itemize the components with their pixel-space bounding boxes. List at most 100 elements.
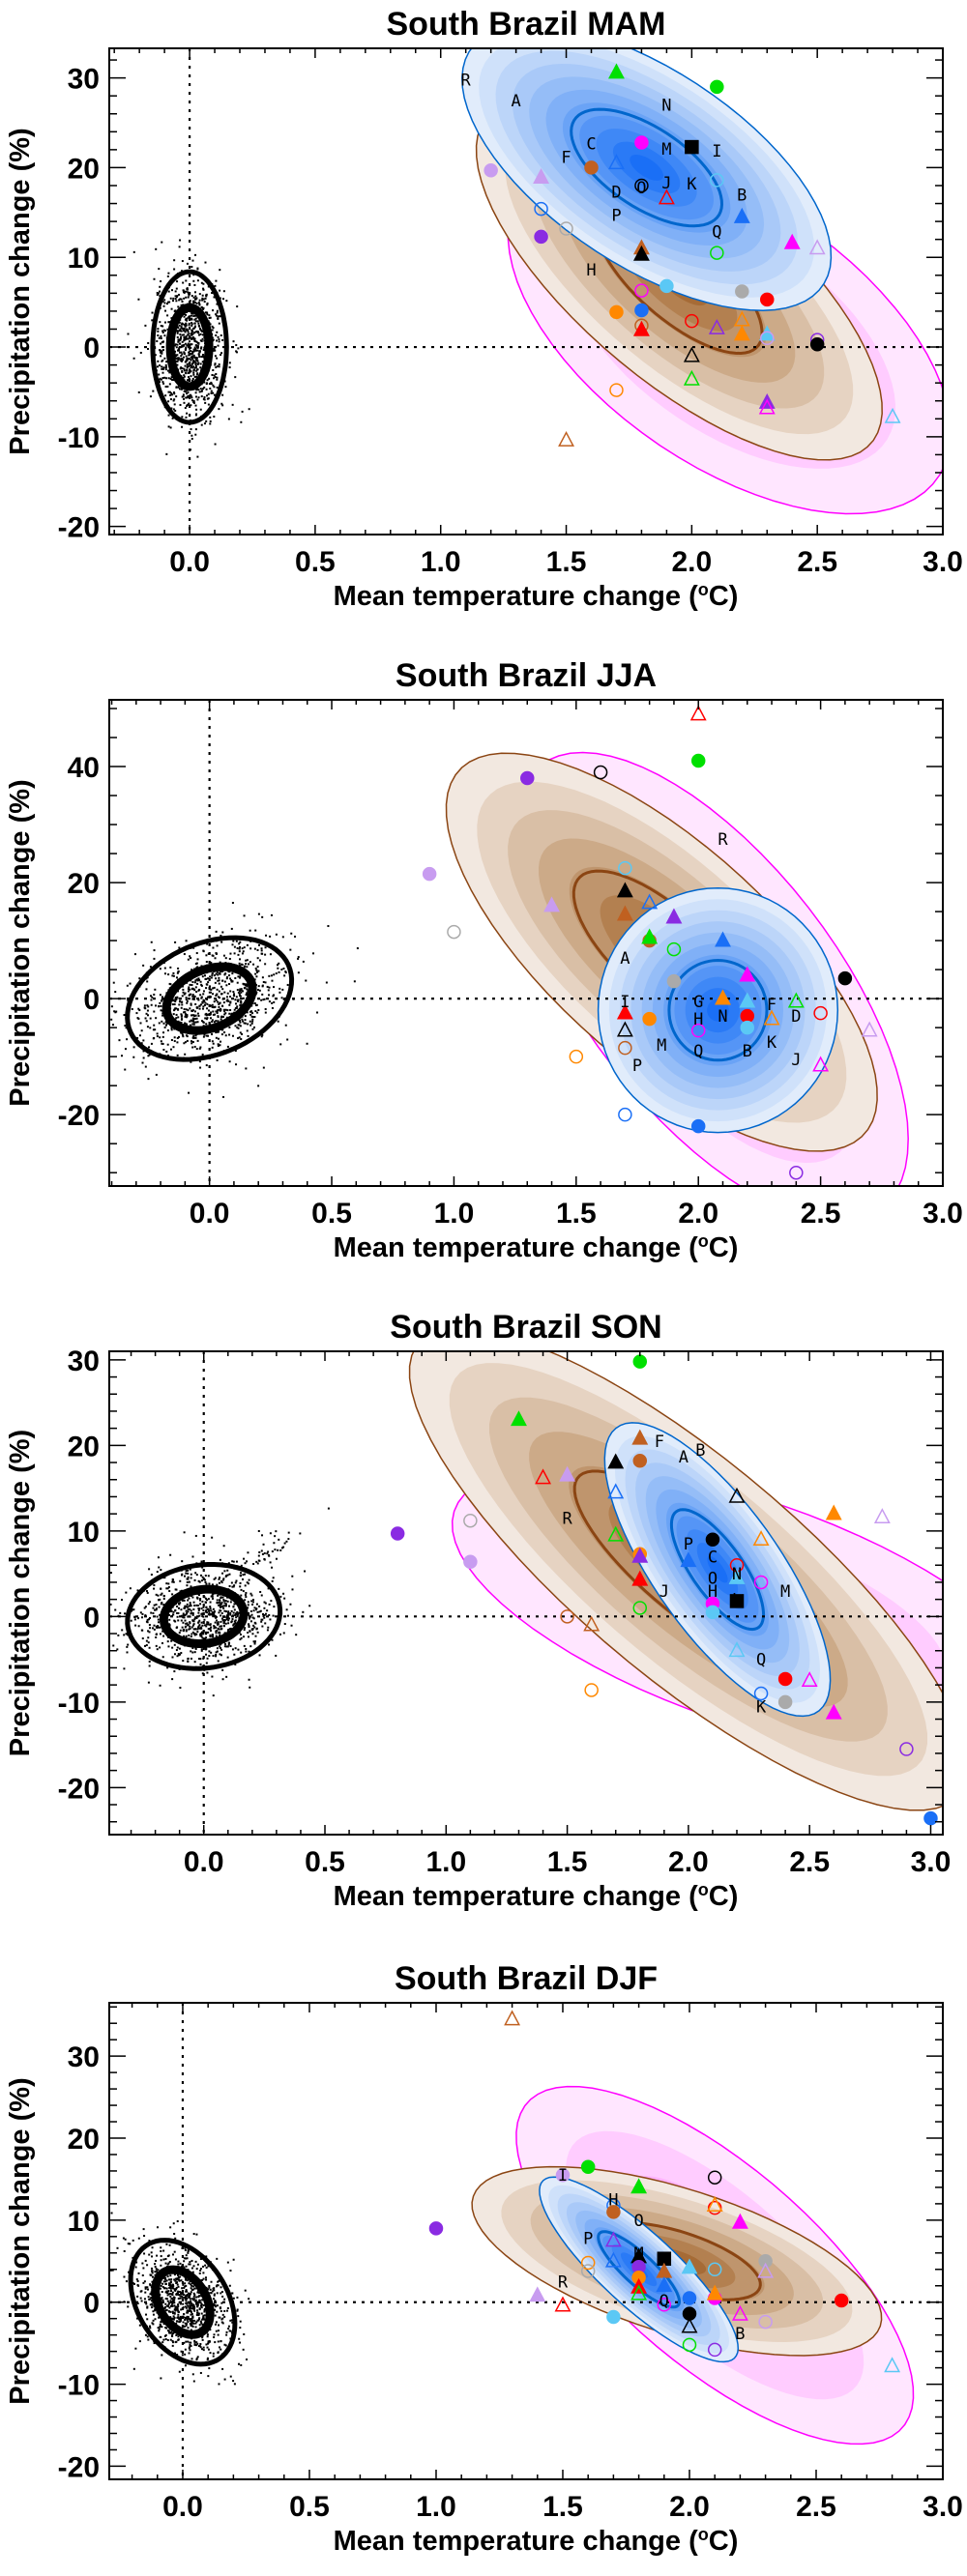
noise-point (204, 1017, 207, 1020)
noise-point (209, 2352, 212, 2355)
noise-point (302, 960, 305, 963)
noise-point (142, 2267, 145, 2270)
noise-point (185, 1630, 188, 1633)
noise-point (213, 296, 216, 299)
noise-point (190, 314, 192, 317)
noise-point (162, 2323, 165, 2326)
noise-point (198, 1624, 201, 1627)
noise-point (190, 2284, 193, 2287)
noise-point (176, 360, 179, 362)
noise-point (142, 1056, 145, 1059)
noise-point (160, 378, 162, 381)
noise-point (161, 352, 163, 355)
noise-point (147, 1055, 150, 1057)
noise-point (195, 373, 198, 376)
noise-point (193, 2287, 196, 2290)
noise-point (212, 2298, 215, 2301)
noise-point (204, 1610, 207, 1613)
marker-circle (705, 1532, 720, 1547)
marker-triangle (825, 1703, 842, 1720)
noise-point (185, 391, 188, 393)
noise-point (145, 988, 148, 991)
noise-point (167, 2302, 170, 2305)
noise-point (163, 302, 166, 304)
noise-point (196, 1597, 199, 1600)
marker-circle (690, 1023, 706, 1038)
noise-point (218, 2346, 220, 2349)
marker-triangle (631, 1547, 649, 1563)
noise-point (161, 341, 164, 344)
y-tick-label: 30 (68, 64, 100, 96)
noise-point (251, 1633, 254, 1635)
noise-point (248, 1624, 250, 1627)
noise-point (223, 2309, 226, 2312)
y-tick-label: 20 (68, 153, 100, 185)
noise-point (193, 995, 196, 998)
noise-point (215, 1010, 218, 1013)
noise-point (180, 1013, 183, 1016)
noise-point (176, 2220, 179, 2223)
noise-point (195, 375, 198, 378)
marker-circle (534, 201, 548, 217)
noise-point (189, 955, 191, 958)
noise-point (226, 1600, 229, 1603)
noise-point (194, 366, 197, 369)
noise-point (166, 385, 169, 388)
noise-point (143, 2235, 146, 2238)
marker-triangle (656, 2276, 673, 2293)
noise-point (161, 367, 164, 370)
noise-point (203, 398, 206, 401)
model-letter: H (608, 2191, 618, 2211)
x-tick-label: 1.0 (425, 1846, 466, 1878)
noise-point (253, 1642, 256, 1645)
model-letter: I (558, 2166, 568, 2185)
noise-point (166, 2275, 169, 2278)
marker-circle (584, 1683, 599, 1697)
marker-triangle (728, 1568, 746, 1584)
noise-point (257, 970, 260, 972)
noise-point (229, 1611, 232, 1614)
noise-point (184, 407, 187, 410)
y-tick-label: 10 (68, 1517, 100, 1548)
noise-point (224, 1008, 227, 1011)
noise-point (172, 1610, 175, 1613)
model-letter: A (679, 1448, 689, 1467)
noise-point (257, 985, 260, 988)
noise-point (184, 1041, 187, 1044)
noise-point (186, 1622, 189, 1625)
noise-point (169, 377, 172, 380)
noise-point (201, 1566, 204, 1569)
noise-point (195, 2296, 198, 2299)
noise-point (247, 1601, 249, 1604)
noise-point (165, 1023, 168, 1026)
noise-point (224, 1619, 227, 1622)
noise-point (187, 990, 190, 993)
noise-point (247, 1635, 249, 1638)
noise-point (182, 281, 185, 284)
noise-point (227, 970, 230, 973)
noise-point (265, 934, 268, 937)
noise-point (181, 2287, 184, 2290)
noise-point (185, 2257, 188, 2260)
noise-point (194, 314, 197, 317)
noise-point (185, 997, 188, 999)
noise-point (243, 1557, 246, 1560)
noise-point (258, 1654, 261, 1657)
noise-point (228, 1641, 231, 1644)
noise-point (172, 1580, 175, 1583)
noise-point (188, 994, 190, 997)
noise-point (205, 1023, 208, 1026)
noise-point (214, 355, 217, 358)
noise-point (155, 1625, 158, 1628)
noise-point (199, 1603, 202, 1606)
noise-point (135, 1012, 138, 1015)
noise-point (243, 1022, 246, 1025)
noise-point (147, 1641, 150, 1644)
y-tick-label: 20 (68, 2124, 100, 2156)
noise-point (233, 1653, 236, 1656)
noise-point (188, 333, 190, 335)
noise-point (186, 317, 189, 320)
noise-point (149, 2293, 152, 2296)
